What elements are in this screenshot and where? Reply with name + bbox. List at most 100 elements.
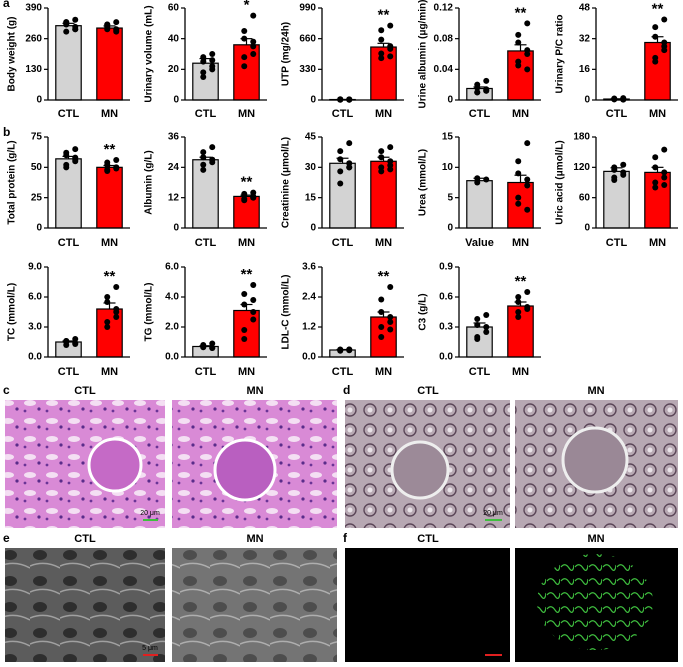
significance: ** — [515, 4, 527, 21]
x-tick-label: CTL — [332, 108, 354, 120]
y-tick-label: 25 — [31, 192, 43, 203]
x-tick-label: MN — [512, 108, 529, 120]
bar-chart: Creatinine (μmol/L) 0 15 30 45 CTL MN — [281, 132, 404, 249]
data-point — [209, 51, 216, 57]
data-point — [241, 197, 248, 204]
micrograph — [345, 548, 510, 662]
data-point — [250, 43, 257, 50]
y-tick-label: 9.0 — [28, 262, 42, 273]
bar-chart: C3 (g/L) 0.0 0.3 0.6 0.9 CTL MN ** — [418, 262, 541, 378]
y-tick-label: 0 — [447, 223, 453, 234]
y-tick-label: 120 — [573, 162, 590, 173]
data-point — [378, 334, 385, 340]
y-tick-label: 0.0 — [28, 352, 42, 363]
data-point — [515, 299, 522, 305]
data-point — [250, 12, 257, 19]
panel-label: a — [3, 0, 10, 10]
data-point — [337, 346, 344, 353]
data-point — [346, 140, 353, 147]
data-point — [387, 314, 394, 320]
data-point — [346, 96, 353, 103]
y-axis-label: Urinary P/C ratio — [555, 15, 566, 94]
data-point — [63, 164, 70, 171]
data-point — [387, 45, 394, 52]
data-point — [387, 326, 394, 333]
bar — [96, 27, 123, 101]
data-point — [515, 314, 522, 320]
data-point — [387, 53, 394, 60]
x-tick-label: CTL — [606, 237, 628, 249]
y-tick-label: 75 — [31, 132, 43, 143]
data-point — [250, 316, 257, 323]
y-tick-label: 0 — [310, 95, 316, 106]
x-tick-label: Value — [465, 237, 494, 249]
data-point — [209, 345, 216, 351]
y-tick-label: 0.04 — [434, 64, 454, 75]
bar-chart: TG (mmol/L) 0.0 2.0 4.0 6.0 CTL MN ** — [144, 262, 267, 378]
y-tick-label: 0 — [310, 223, 316, 234]
data-point — [524, 20, 531, 27]
y-axis-label: C3 (g/L) — [418, 293, 429, 330]
data-point — [113, 19, 120, 26]
data-point — [209, 144, 216, 151]
data-point — [611, 176, 618, 183]
y-tick-label: 2.4 — [302, 292, 316, 303]
bar-chart: Urine albumin (μg/min) 0 0.04 0.08 0.12 CTL MN… — [418, 0, 541, 120]
data-point — [250, 38, 257, 45]
data-point — [524, 66, 531, 73]
data-point — [378, 296, 385, 303]
x-tick-label: CTL — [58, 108, 80, 120]
significance: ** — [241, 174, 253, 191]
data-point — [378, 324, 385, 330]
y-tick-label: 6.0 — [165, 262, 179, 273]
y-tick-label: 130 — [25, 64, 42, 75]
y-axis-label: Body weight (g) — [7, 17, 18, 92]
data-point — [524, 306, 531, 312]
data-point — [524, 140, 531, 147]
image-label: MN — [587, 385, 604, 397]
y-tick-label: 32 — [579, 33, 591, 44]
image-label: CTL — [417, 385, 439, 397]
data-point — [241, 28, 248, 34]
y-tick-label: 1.2 — [302, 322, 316, 333]
panel-label: b — [3, 125, 10, 139]
data-point — [104, 319, 111, 325]
data-point — [661, 169, 668, 176]
bar — [55, 25, 82, 101]
y-tick-label: 0.12 — [434, 3, 454, 14]
data-point — [250, 309, 257, 315]
data-point — [474, 89, 481, 96]
panel-label: c — [3, 383, 10, 397]
x-tick-label: CTL — [58, 237, 80, 249]
data-point — [250, 194, 257, 201]
data-point — [113, 284, 120, 290]
data-point — [337, 156, 344, 163]
micrograph — [172, 548, 337, 662]
data-point — [524, 51, 531, 57]
data-point — [661, 146, 668, 153]
y-tick-label: 10 — [442, 162, 454, 173]
data-point — [104, 324, 111, 330]
panel-label: d — [343, 383, 350, 397]
bar-chart: Urinary volume (mL) 0 20 40 60 CTL MN * — [144, 0, 267, 120]
x-tick-label: MN — [512, 237, 529, 249]
y-tick-label: 0 — [173, 95, 179, 106]
bar — [466, 180, 493, 229]
y-tick-label: 3.0 — [28, 322, 42, 333]
x-tick-label: CTL — [195, 366, 217, 378]
y-axis-label: Urine albumin (μg/min) — [418, 0, 429, 108]
x-tick-label: MN — [375, 366, 392, 378]
data-point — [620, 161, 627, 168]
data-point — [483, 77, 490, 84]
data-point — [200, 166, 207, 173]
data-point — [483, 324, 490, 330]
x-tick-label: MN — [238, 108, 255, 120]
image-label: MN — [587, 533, 604, 545]
data-point — [620, 171, 627, 178]
data-point — [241, 35, 248, 42]
x-tick-label: CTL — [332, 237, 354, 249]
data-point — [387, 284, 394, 290]
micrograph-images — [5, 400, 678, 662]
data-point — [104, 161, 111, 168]
